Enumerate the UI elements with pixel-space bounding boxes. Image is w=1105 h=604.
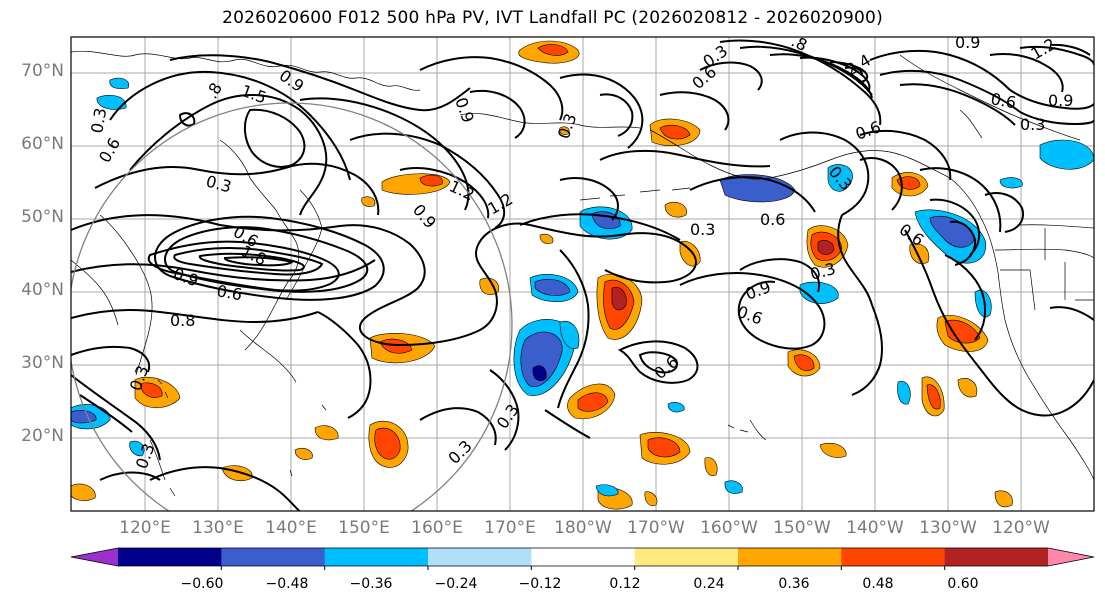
colorbar-tick: −0.60 xyxy=(180,576,224,592)
contour-label: 0.3 xyxy=(690,220,715,239)
contour-label: 0.9 xyxy=(451,95,478,125)
lon-label: 120°W xyxy=(992,518,1050,538)
colorbar-tick: 0.48 xyxy=(862,576,894,592)
colorbar-tick: −0.24 xyxy=(434,576,478,592)
pv-contours xyxy=(71,39,1094,511)
contour-label: 2.4 xyxy=(843,50,875,79)
contour-label: 0.3 xyxy=(444,436,475,467)
colorbar-bin xyxy=(531,548,636,566)
colorbar-bin xyxy=(634,548,739,566)
contour-label: 0.3 xyxy=(808,259,838,284)
colorbar-bin xyxy=(944,548,1049,566)
colorbar-tick: 0.36 xyxy=(778,576,810,592)
colorbar-tick: −0.36 xyxy=(349,576,393,592)
contour-label: .8 xyxy=(202,79,226,102)
lon-label: 170°E xyxy=(484,518,536,538)
coastlines xyxy=(71,50,1094,497)
lon-label: 150°W xyxy=(773,518,831,538)
contour-label: 1.2 xyxy=(446,176,477,204)
colorbar-bin xyxy=(841,548,946,566)
colorbar-tick: 0.60 xyxy=(947,576,979,592)
contour-label: 0.6 xyxy=(989,89,1017,112)
contour-label: 0.3 xyxy=(204,172,234,197)
contour-label: 0.6 xyxy=(215,281,243,304)
colorbar-extend-low xyxy=(71,548,118,566)
graticule xyxy=(71,37,1094,511)
colorbar-tick: 0.24 xyxy=(693,576,725,592)
lon-label: 130°E xyxy=(192,518,244,538)
contour-label: 0.6 xyxy=(760,210,785,229)
lon-label: 160°E xyxy=(411,518,463,538)
contour-label: 0.6 xyxy=(853,117,883,144)
range-circle xyxy=(71,102,513,511)
lon-label: 170°W xyxy=(627,518,685,538)
lat-label-30n: 30°N xyxy=(21,353,64,373)
lon-label: 130°W xyxy=(919,518,977,538)
lat-label-50n: 50°N xyxy=(21,207,64,227)
contour-label: 0.9 xyxy=(409,200,440,232)
contour-label: 0.6 xyxy=(735,302,765,329)
contour-label: 0.8 xyxy=(170,311,195,330)
colorbar-bin xyxy=(428,548,532,566)
lon-label: 140°W xyxy=(846,518,904,538)
lon-label: 180°W xyxy=(554,518,612,538)
lon-label: 140°E xyxy=(265,518,317,538)
lat-label-70n: 70°N xyxy=(21,61,64,81)
contour-label: 0.3 xyxy=(554,111,581,141)
lon-label: 150°E xyxy=(338,518,390,538)
contour-label: 0.6 xyxy=(95,134,124,166)
contour-label: 0.9 xyxy=(955,33,980,52)
map-title: 2026020600 F012 500 hPa PV, IVT Landfall… xyxy=(222,8,883,28)
colorbar-tick: 0.12 xyxy=(609,576,641,592)
lat-label-20n: 20°N xyxy=(21,426,64,446)
contour-label: 0.9 xyxy=(171,264,201,291)
lon-label: 160°W xyxy=(700,518,758,538)
contour-label: 0.6 xyxy=(650,352,682,383)
colorbar-bin xyxy=(738,548,842,566)
colorbar-bin xyxy=(221,548,326,566)
lat-label-40n: 40°N xyxy=(21,280,64,300)
colorbar-bin xyxy=(118,548,222,566)
colorbar-extend-high xyxy=(1048,548,1094,566)
colorbar-bin xyxy=(324,548,429,566)
contour-label: 0.3 xyxy=(1020,115,1045,134)
colorbar-outline xyxy=(70,547,1095,567)
lon-label: 120°E xyxy=(119,518,171,538)
contour-label: 0.3 xyxy=(87,106,110,134)
filled-shading xyxy=(71,40,1094,510)
colorbar xyxy=(70,547,1095,570)
colorbar-tick: −0.12 xyxy=(518,576,562,592)
map-frame xyxy=(70,36,1095,512)
contour-label: 0.9 xyxy=(1048,91,1073,110)
colorbar-tick: −0.48 xyxy=(265,576,309,592)
lat-label-60n: 60°N xyxy=(21,134,64,154)
